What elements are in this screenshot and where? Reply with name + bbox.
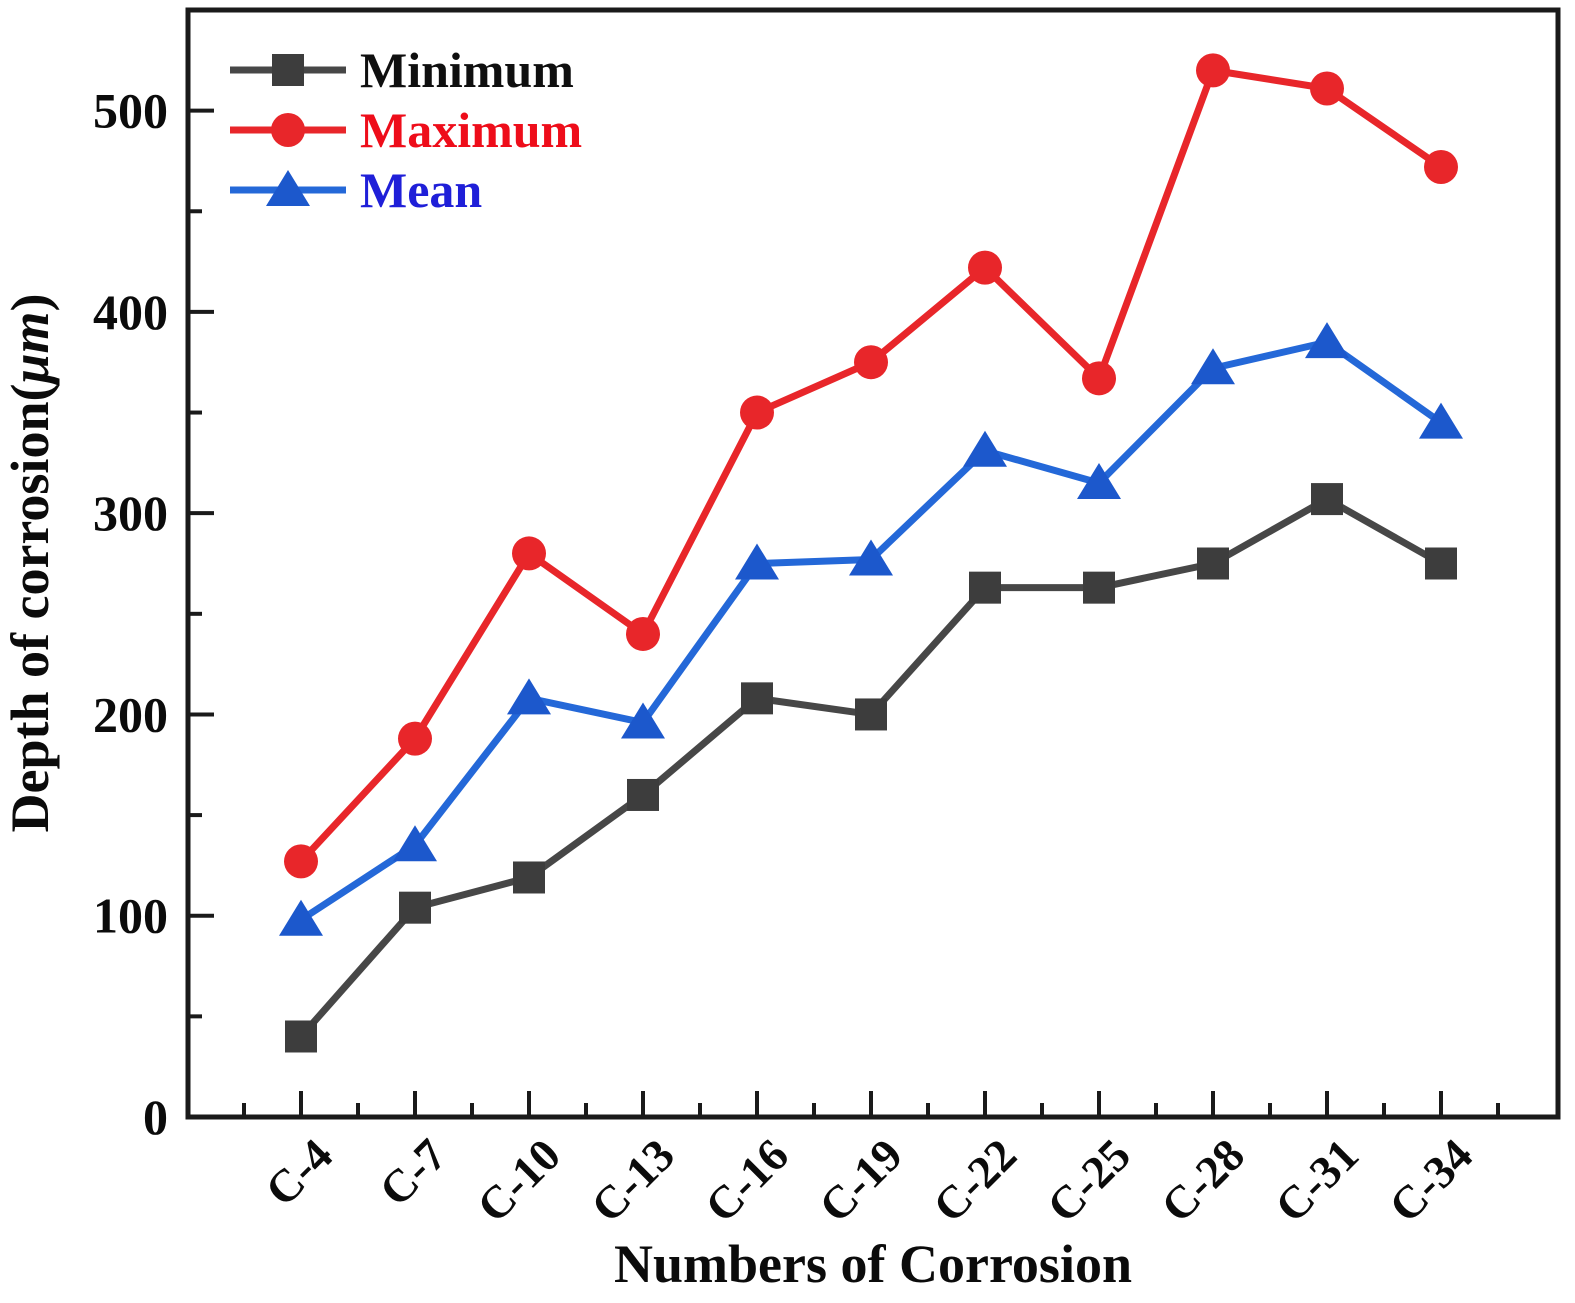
- mean-marker: [621, 702, 665, 739]
- maximum-marker: [1310, 71, 1344, 106]
- y-axis-title: Depth of corrosion(μm): [0, 294, 60, 833]
- y-tick-label: 500: [93, 83, 168, 139]
- y-tick-label: 100: [93, 888, 168, 944]
- mean-marker: [963, 430, 1007, 467]
- minimum-marker: [399, 891, 431, 924]
- mean-marker: [1191, 348, 1235, 385]
- maximum-marker: [1082, 361, 1116, 396]
- legend-minimum-marker: [272, 54, 304, 86]
- maximum-series: [284, 53, 1458, 879]
- maximum-marker: [398, 721, 432, 756]
- legend-item-mean: Mean: [230, 162, 482, 218]
- mean-marker: [507, 678, 551, 715]
- minimum-marker: [627, 778, 659, 811]
- mean-marker: [279, 899, 323, 936]
- legend-maximum-label: Maximum: [360, 102, 582, 158]
- y-tick-label: 300: [93, 485, 168, 541]
- y-tick-label: 400: [93, 284, 168, 340]
- legend-item-minimum: Minimum: [230, 42, 574, 98]
- legend-mean-label: Mean: [360, 162, 482, 218]
- maximum-marker: [968, 250, 1002, 285]
- minimum-marker: [969, 571, 1001, 604]
- minimum-marker: [855, 698, 887, 731]
- minimum-marker: [1311, 483, 1343, 516]
- maximum-marker: [512, 536, 546, 571]
- mean-series: [279, 322, 1463, 936]
- legend-minimum-label: Minimum: [360, 42, 574, 98]
- mean-marker: [1305, 322, 1349, 359]
- maximum-marker: [854, 345, 888, 380]
- legend-mean-marker: [266, 170, 310, 206]
- maximum-marker: [1424, 149, 1458, 184]
- x-axis-title: Numbers of Corrosion: [614, 1234, 1132, 1294]
- legend-maximum-marker: [271, 113, 305, 147]
- mean-marker: [849, 539, 893, 576]
- legend-item-maximum: Maximum: [230, 102, 582, 158]
- maximum-marker: [1196, 53, 1230, 88]
- minimum-marker: [285, 1020, 317, 1053]
- mean-marker: [1419, 402, 1463, 439]
- minimum-marker: [1425, 547, 1457, 580]
- mean-marker: [393, 825, 437, 862]
- mean-marker: [1077, 462, 1121, 499]
- y-axis: 0 100 200 300 400 500: [93, 83, 214, 1145]
- y-tick-label: 200: [93, 686, 168, 742]
- maximum-marker: [284, 844, 318, 879]
- mean-marker: [735, 543, 779, 580]
- minimum-marker: [1197, 547, 1229, 580]
- y-tick-label: 0: [143, 1089, 168, 1145]
- minimum-marker: [741, 682, 773, 715]
- minimum-series: [285, 483, 1457, 1053]
- maximum-marker: [626, 616, 660, 651]
- minimum-marker: [513, 861, 545, 894]
- maximum-marker: [740, 395, 774, 430]
- minimum-marker: [1083, 571, 1115, 604]
